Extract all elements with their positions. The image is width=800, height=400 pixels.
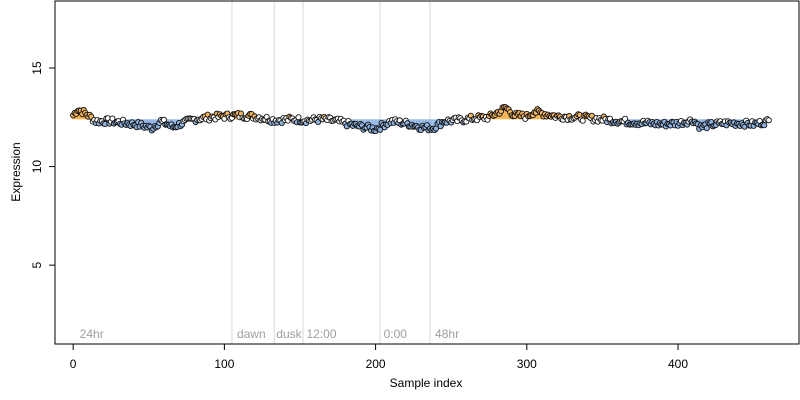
- phase-label-3: 12:00: [307, 327, 337, 341]
- phase-label-0: 24hr: [80, 327, 104, 341]
- data-point: [765, 117, 772, 124]
- data-point: [703, 125, 710, 132]
- plot-frame: [54, 0, 800, 345]
- y-tick-label-2: 15: [30, 61, 44, 75]
- y-tick-label-0: 5: [30, 261, 44, 268]
- phase-labels: 24hr dawn dusk 12:00 0:00 48hr: [80, 327, 459, 341]
- phase-label-1: dawn: [237, 327, 266, 341]
- x-tick-label-4: 400: [668, 357, 688, 371]
- x-tick-label-0: 0: [70, 357, 77, 371]
- data-point: [579, 117, 586, 124]
- phase-label-4: 0:00: [384, 327, 408, 341]
- phase-dividers: [231, 1, 431, 344]
- data-point: [295, 114, 302, 121]
- data-point: [761, 122, 768, 129]
- x-tick-label-1: 100: [214, 357, 234, 371]
- y-axis: 5 10 15: [30, 61, 56, 268]
- data-points: [70, 103, 772, 135]
- phase-label-5: 48hr: [435, 327, 459, 341]
- x-axis-title: Sample index: [390, 376, 463, 390]
- y-tick-label-1: 10: [30, 160, 44, 174]
- phase-label-2: dusk: [276, 327, 302, 341]
- data-point: [622, 115, 629, 122]
- data-point: [377, 126, 384, 133]
- x-tick-label-2: 200: [366, 357, 386, 371]
- y-axis-title: Expression: [9, 142, 23, 201]
- x-axis: 0 100 200 300 400: [70, 343, 688, 371]
- x-tick-label-3: 300: [517, 357, 537, 371]
